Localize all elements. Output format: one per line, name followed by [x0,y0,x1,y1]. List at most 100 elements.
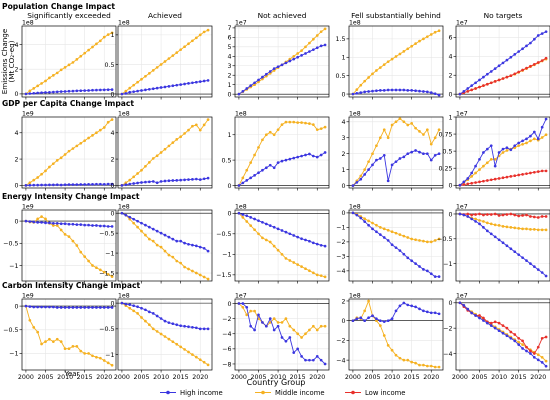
data-point-high [261,75,264,79]
data-point-middle [257,146,260,149]
data-point-middle [194,123,198,127]
data-point-high [429,311,433,315]
y-tick-label: −2 [336,239,345,246]
data-point-middle [292,54,296,58]
y-tick-label: −1 [105,250,114,257]
data-point-middle [91,354,94,358]
axis-multiplier: 1e8 [235,204,247,211]
data-point-high [75,306,79,309]
data-point-high [28,183,32,187]
data-point-high [268,163,272,167]
data-point-high [63,90,67,93]
panel-r1-c0: 0 2 4 1e9 [14,111,117,191]
data-point-middle [529,139,532,143]
series-line-high [238,152,326,186]
data-point-middle [406,123,410,127]
series-middle [120,28,210,96]
data-point-high [59,306,63,309]
data-point-high [202,246,206,250]
data-point-middle [521,142,524,146]
data-point-low [513,174,517,178]
panel-frame [234,116,330,189]
data-point-middle [249,224,253,227]
data-point-middle [95,131,98,135]
data-point-middle [521,343,524,346]
y-tick-label: 0 [341,183,345,190]
data-point-high [237,184,241,187]
data-point-high [167,85,171,88]
data-point-high [288,336,292,339]
y-tick-label: 7 [227,25,231,32]
data-point-middle [268,130,272,134]
data-point-high [474,164,477,168]
data-point-middle [482,164,485,168]
data-point-high [319,153,323,157]
data-point-middle [55,71,59,75]
data-point-high [237,92,241,96]
data-point-middle [536,353,540,357]
data-point-high [300,355,303,358]
y-tick-label: 0 [110,210,114,217]
data-point-middle [375,223,378,227]
data-point-high [110,306,114,309]
data-point-low [544,215,548,218]
data-point-high [493,326,497,330]
data-point-middle [276,248,280,252]
data-point-middle [136,225,139,229]
data-point-high [292,351,296,354]
y-tick-label: −2 [443,325,452,332]
data-point-middle [532,137,536,141]
data-point-high [147,180,151,184]
data-point-high [493,235,497,239]
y-tick-label: 1.5 [335,36,345,43]
data-point-middle [155,66,159,69]
data-point-middle [315,34,319,37]
data-point-low [485,82,489,86]
data-point-middle [402,358,406,362]
data-point-low [489,213,493,216]
y-tick-label: 1 [227,82,231,89]
panel-r2-c2: 0 −0.5 −1 −1.5 1e8 [216,204,330,284]
data-point-middle [55,159,59,162]
panel-r0-c2: 0 1 2 3 4 5 6 7 1e7 [227,20,330,100]
data-point-high [249,84,253,87]
row-title-2: Energy Intensity Change Impact [2,192,140,201]
data-point-high [140,181,143,184]
series-line-middle [25,32,113,95]
panel-frame [21,209,117,282]
data-point-middle [245,313,249,317]
data-point-low [517,336,521,340]
data-point-high [79,183,83,186]
data-point-middle [59,340,63,343]
data-point-high [382,320,386,324]
x-tick-label: 2005 [471,374,487,381]
data-point-middle [394,231,398,235]
data-point-high [187,82,190,85]
x-tick-label: 2015 [404,374,420,381]
row-titles: Population Change Impact GDP per Capita C… [2,2,140,290]
data-point-middle [517,144,521,148]
data-point-high [140,89,143,92]
data-point-high [308,152,311,156]
data-point-low [462,183,466,186]
data-point-high [48,183,51,187]
data-point-high [418,265,421,268]
data-point-high [296,235,300,239]
data-point-high [87,182,90,186]
data-point-middle [171,54,175,57]
data-point-middle [433,136,437,140]
data-point-high [98,88,102,92]
data-point-high [462,89,466,93]
data-point-high [128,215,132,219]
data-point-high [175,323,179,327]
data-point-high [425,310,429,314]
data-point-middle [517,227,521,230]
axis-multiplier: 1e8 [118,111,130,118]
data-point-high [245,305,249,309]
data-point-high [513,144,517,148]
y-tick-label: 0.5 [442,148,452,155]
data-point-high [323,43,327,47]
data-point-high [418,150,421,154]
data-point-high [296,55,300,59]
data-point-low [544,335,548,339]
